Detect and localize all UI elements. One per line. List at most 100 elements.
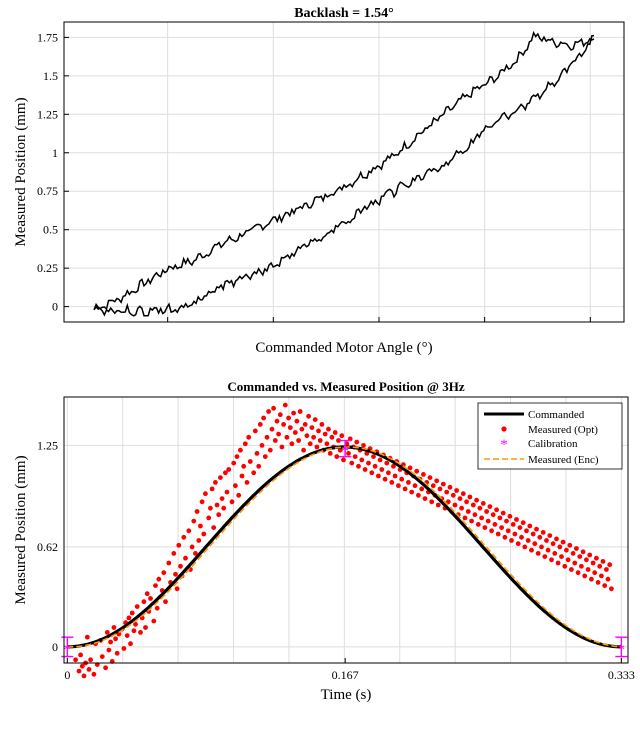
position-x-label: Time (s) <box>321 687 372 703</box>
optical-point <box>176 542 182 548</box>
legend-optical-label: Measured (Opt) <box>528 424 598 436</box>
optical-point <box>322 431 328 437</box>
position-y-tick-label: 1.25 <box>37 438 58 452</box>
optical-point <box>282 402 288 408</box>
optical-point <box>88 657 93 663</box>
optical-point <box>545 547 551 553</box>
optical-point <box>171 551 177 556</box>
backlash-y-tick-label: 1 <box>52 146 58 160</box>
optical-point <box>346 451 351 456</box>
optical-point <box>144 591 150 597</box>
optical-point <box>294 418 300 424</box>
optical-point <box>201 531 207 537</box>
backlash-series <box>93 30 595 317</box>
optical-point <box>534 526 539 532</box>
position-title: Commanded vs. Measured Position @ 3Hz <box>227 379 464 394</box>
optical-point <box>193 551 198 556</box>
legend-calibration-swatch: * <box>500 437 508 453</box>
optical-point <box>585 567 591 572</box>
calibration-marker: * <box>341 444 349 460</box>
optical-point <box>421 472 426 477</box>
optical-point <box>574 546 579 551</box>
optical-point <box>181 534 187 540</box>
optical-point <box>153 583 158 588</box>
optical-point <box>226 467 232 472</box>
backlash-x-label: Commanded Motor Angle (°) <box>255 340 432 356</box>
optical-point <box>422 496 428 501</box>
optical-point <box>356 463 361 469</box>
optical-point <box>582 573 588 579</box>
optical-point <box>599 573 604 579</box>
backlash-y-tick-label: 0 <box>52 300 58 314</box>
optical-point <box>229 499 235 505</box>
optical-point <box>540 530 546 535</box>
position-y-tick-label: 0.62 <box>37 540 58 554</box>
optical-point <box>419 486 425 492</box>
optical-point <box>143 625 148 630</box>
optical-point <box>549 557 554 563</box>
optical-point <box>484 509 489 514</box>
optical-point <box>434 478 440 484</box>
optical-point <box>376 473 381 479</box>
optical-point <box>84 634 90 640</box>
optical-point <box>339 433 345 439</box>
backlash-y-tick-label: 1.25 <box>37 107 58 121</box>
position-x-tick-label: 0 <box>64 668 70 682</box>
optical-point <box>234 454 240 459</box>
optical-point <box>362 467 368 472</box>
optical-point <box>319 422 325 427</box>
optical-point <box>414 468 420 474</box>
optical-point <box>266 409 271 414</box>
optical-point <box>138 630 143 635</box>
position-chart: 0 0.62 1.25 0 0.167 0.333 * * * Commanded vs. M… <box>13 379 635 703</box>
optical-point <box>124 633 130 638</box>
backlash-y-tick-label: 1.75 <box>37 30 58 44</box>
optical-point <box>219 496 225 501</box>
optical-point <box>236 492 242 498</box>
optical-point <box>148 596 153 601</box>
optical-point <box>206 515 212 521</box>
optical-point <box>570 551 576 556</box>
optical-point <box>194 509 200 514</box>
optical-point <box>366 460 371 466</box>
optical-point <box>371 454 376 459</box>
optical-point <box>73 657 78 663</box>
optical-point <box>465 509 471 514</box>
optical-point <box>594 555 599 561</box>
optical-point <box>542 554 548 559</box>
optical-point <box>329 434 335 440</box>
optical-point <box>525 538 531 543</box>
optical-point <box>396 483 401 489</box>
optical-point <box>519 534 524 540</box>
optical-point <box>218 475 223 480</box>
optical-point <box>211 525 217 530</box>
optical-point <box>276 431 281 437</box>
optical-point <box>437 486 443 492</box>
optical-point <box>251 470 257 476</box>
optical-point <box>306 413 311 419</box>
optical-point <box>311 434 316 440</box>
optical-point <box>454 488 459 493</box>
optical-point <box>332 430 338 435</box>
optical-point <box>430 483 436 489</box>
optical-point <box>489 528 494 534</box>
optical-point <box>274 418 280 424</box>
optical-point <box>592 570 598 576</box>
optical-point <box>213 480 218 485</box>
position-x-tick-label: 0.333 <box>608 668 635 682</box>
optical-point <box>602 583 608 588</box>
optical-point <box>239 473 245 479</box>
optical-point <box>238 447 243 453</box>
optical-point <box>382 476 388 482</box>
optical-point <box>607 562 613 568</box>
legend-optical-swatch <box>501 426 507 432</box>
optical-point <box>209 486 215 492</box>
optical-point <box>562 563 568 569</box>
optical-point <box>550 541 556 547</box>
optical-point <box>304 433 310 439</box>
optical-point <box>277 412 283 418</box>
optical-point <box>600 559 606 564</box>
optical-point <box>337 447 343 453</box>
optical-point <box>221 505 227 511</box>
backlash-y-tick-label: 0.75 <box>37 184 58 198</box>
